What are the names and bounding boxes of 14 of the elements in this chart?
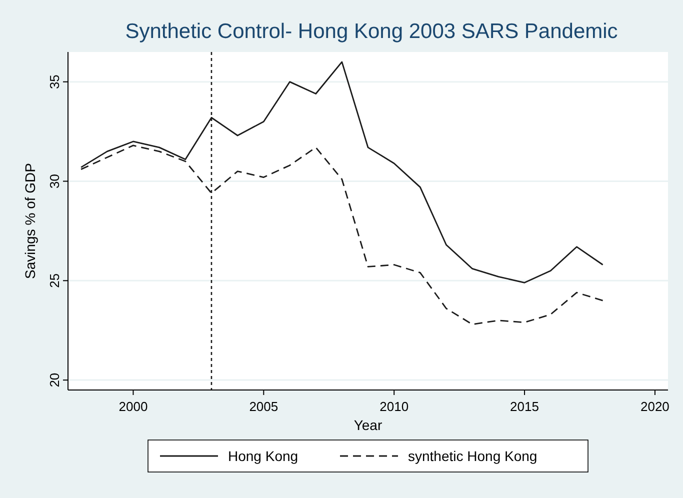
legend-label: Hong Kong [228,448,298,464]
y-tick-label: 25 [47,273,62,288]
chart-title: Synthetic Control- Hong Kong 2003 SARS Pandemic [125,20,618,43]
x-axis-title: Year [354,417,382,433]
x-tick-label: 2010 [380,399,409,414]
y-tick-label: 30 [47,174,62,188]
x-tick-label: 2000 [118,399,148,414]
y-axis-title: Savings % of GDP [22,163,38,279]
y-tick-label: 20 [47,372,62,388]
x-tick-label: 2020 [640,399,670,414]
x-tick-label: 2015 [510,399,539,414]
y-tick-label: 35 [47,74,62,90]
legend-label: synthetic Hong Kong [408,448,538,464]
x-tick-label: 2005 [249,399,278,414]
